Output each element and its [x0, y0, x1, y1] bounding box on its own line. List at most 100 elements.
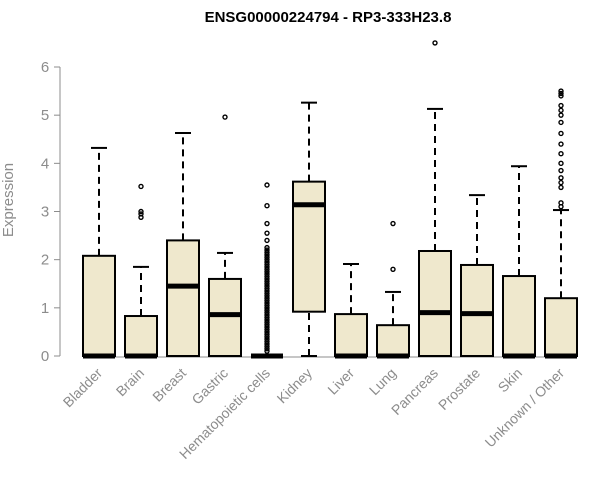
outlier-4-4 [264, 338, 270, 345]
outlier-4-11 [264, 321, 270, 328]
y-tick-label-2: 2 [41, 252, 49, 269]
y-tick-label-4: 4 [41, 155, 49, 172]
outlier-4-34 [264, 266, 270, 272]
outlier-11-15 [558, 90, 564, 97]
category-label-2: Breast [149, 365, 189, 405]
box-2 [166, 131, 200, 357]
outlier-11-5 [558, 167, 564, 174]
outlier-4-43 [264, 244, 270, 251]
outlier-4-15 [264, 312, 270, 318]
boxes-group [82, 40, 578, 359]
outlier-11-9 [558, 130, 564, 137]
outlier-11-6 [558, 160, 564, 167]
outlier-11-7 [558, 150, 564, 157]
outlier-4-24 [264, 290, 270, 297]
category-label-5: Kidney [274, 365, 316, 407]
box-rect-11 [544, 297, 578, 358]
box-rect-3 [208, 277, 242, 357]
box-9 [460, 194, 494, 357]
outlier-7-0 [390, 266, 396, 272]
category-label-9: Prostate [435, 365, 483, 413]
outlier-4-20 [264, 300, 270, 306]
outlier-3-0 [222, 114, 228, 120]
outlier-8-0 [432, 40, 438, 46]
outlier-4-6 [264, 334, 270, 340]
category-label-11: Unknown / Other [482, 365, 568, 451]
box-rect-0 [82, 254, 116, 358]
outlier-4-3 [264, 341, 270, 347]
box-8 [418, 40, 452, 358]
outlier-4-48 [264, 182, 270, 188]
outlier-11-11 [558, 112, 564, 118]
box-10 [502, 165, 536, 359]
outlier-4-5 [264, 336, 270, 342]
outlier-4-44 [264, 237, 270, 244]
y-tick-label-5: 5 [41, 107, 49, 124]
category-label-6: Liver [324, 365, 357, 398]
outlier-11-10 [558, 119, 564, 126]
box-rect-10 [502, 275, 536, 357]
outlier-4-12 [264, 319, 270, 325]
box-3 [208, 114, 242, 357]
category-label-10: Skin [495, 365, 526, 396]
outlier-4-17 [264, 307, 270, 313]
chart-title: ENSG00000224794 - RP3-333H23.8 [205, 9, 452, 26]
outlier-11-3 [558, 179, 564, 186]
outlier-4-38 [264, 256, 270, 263]
box-11 [544, 88, 578, 359]
outlier-4-26 [264, 285, 270, 292]
y-tick-label-1: 1 [41, 300, 49, 317]
category-label-8: Pancreas [388, 365, 441, 418]
outlier-4-16 [264, 309, 270, 316]
outlier-11-1 [558, 200, 564, 206]
outlier-4-0 [264, 348, 270, 354]
outlier-4-30 [264, 276, 270, 282]
outlier-4-35 [264, 264, 270, 270]
category-label-0: Bladder [60, 365, 106, 411]
outlier-4-21 [264, 297, 270, 304]
outlier-11-8 [558, 141, 564, 147]
box-0 [82, 146, 116, 359]
outlier-4-39 [264, 254, 270, 260]
outlier-4-45 [264, 230, 270, 236]
box-rect-1 [124, 315, 158, 357]
outlier-1-2 [138, 208, 144, 215]
outlier-4-8 [264, 329, 270, 335]
box-rect-8 [418, 249, 452, 358]
box-rect-2 [166, 239, 200, 357]
box-rect-6 [334, 313, 368, 357]
outlier-4-2 [264, 343, 270, 350]
outlier-4-33 [264, 269, 270, 275]
outlier-4-46 [264, 220, 270, 227]
outlier-4-9 [264, 326, 270, 333]
y-axis-title: Expression [0, 163, 17, 237]
outlier-11-12 [558, 107, 564, 114]
outlier-11-2 [558, 184, 564, 191]
y-axis: 0 1 2 3 4 5 6 [41, 59, 561, 365]
outlier-4-40 [264, 252, 270, 258]
outlier-11-16 [558, 88, 564, 94]
outlier-4-41 [264, 249, 270, 256]
outlier-4-47 [264, 203, 270, 209]
outlier-4-1 [264, 346, 270, 352]
box-7 [376, 220, 410, 359]
box-1 [124, 183, 158, 359]
outlier-7-1 [390, 220, 396, 227]
y-tick-label-6: 6 [41, 59, 49, 76]
outlier-4-31 [264, 273, 270, 280]
y-tick-label-3: 3 [41, 204, 49, 221]
outlier-4-7 [264, 331, 270, 338]
box-4 [251, 182, 283, 359]
outlier-4-29 [264, 278, 270, 285]
outlier-4-19 [264, 302, 270, 309]
box-5 [292, 101, 326, 357]
box-rect-7 [376, 324, 410, 358]
outlier-4-28 [264, 281, 270, 287]
outlier-4-36 [264, 261, 270, 268]
outlier-11-4 [558, 175, 564, 181]
outlier-4-13 [264, 317, 270, 323]
category-label-1: Brain [113, 365, 147, 399]
outlier-4-42 [264, 247, 270, 253]
